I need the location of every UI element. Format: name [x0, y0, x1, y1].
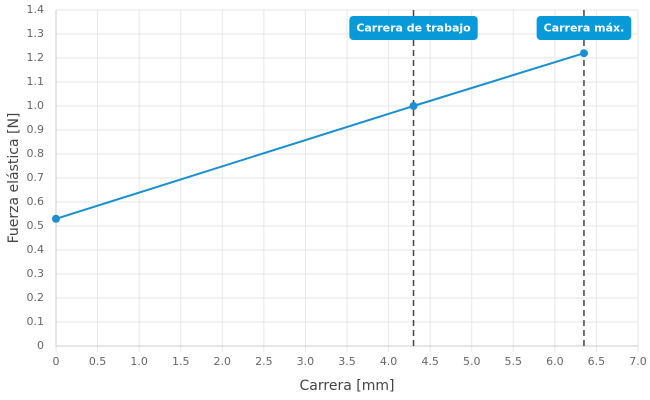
y-tick-label: 0.8 — [27, 147, 45, 160]
x-tick-label: 7.0 — [629, 355, 647, 368]
y-tick-label: 1.2 — [27, 51, 45, 64]
annotation: Carrera máx. — [536, 16, 632, 40]
annotation-box — [349, 16, 478, 40]
x-tick-label: 2.0 — [214, 355, 232, 368]
x-tick-label: 1.5 — [172, 355, 190, 368]
y-tick-label: 0.2 — [27, 291, 45, 304]
y-tick-label: 0.6 — [27, 195, 45, 208]
y-tick-label: 0 — [37, 339, 44, 352]
x-axis-title: Carrera [mm] — [300, 378, 395, 394]
x-tick-label: 6.5 — [588, 355, 606, 368]
series-line — [55, 52, 585, 220]
y-axis-title: Fuerza elástica [N] — [6, 113, 22, 244]
x-tick-label: 4.0 — [380, 355, 398, 368]
x-tick-label: 5.5 — [505, 355, 523, 368]
x-tick-label: 2.5 — [255, 355, 273, 368]
y-tick-label: 0.5 — [27, 219, 45, 232]
x-tick-label: 3.0 — [297, 355, 315, 368]
y-tick-label: 0.1 — [27, 315, 45, 328]
y-tick-label: 0.4 — [27, 243, 45, 256]
x-tick-label: 6.0 — [546, 355, 564, 368]
data-point — [409, 102, 418, 110]
x-tick-label: 0.5 — [89, 355, 107, 368]
x-tick-label: 4.5 — [421, 355, 439, 368]
y-tick-label: 1.4 — [27, 3, 45, 16]
x-tick-label: 5.0 — [463, 355, 481, 368]
y-tick-label: 0.7 — [27, 171, 45, 184]
x-tick-label: 1.0 — [130, 355, 148, 368]
y-tick-label: 1.3 — [27, 27, 45, 40]
data-point — [579, 49, 588, 58]
annotation-label: Carrera de trabajo — [356, 22, 471, 35]
annotation: Carrera de trabajo — [349, 16, 478, 40]
x-tick-label: 0 — [53, 355, 60, 368]
x-tick-label: 3.5 — [338, 355, 356, 368]
y-tick-label: 0.3 — [27, 267, 45, 280]
y-tick-label: 0.9 — [27, 123, 45, 136]
annotation-box — [536, 16, 632, 40]
y-tick-label: 1.0 — [27, 99, 45, 112]
y-tick-label: 1.1 — [27, 75, 45, 88]
annotation-label: Carrera máx. — [544, 22, 625, 35]
data-point — [52, 214, 60, 223]
